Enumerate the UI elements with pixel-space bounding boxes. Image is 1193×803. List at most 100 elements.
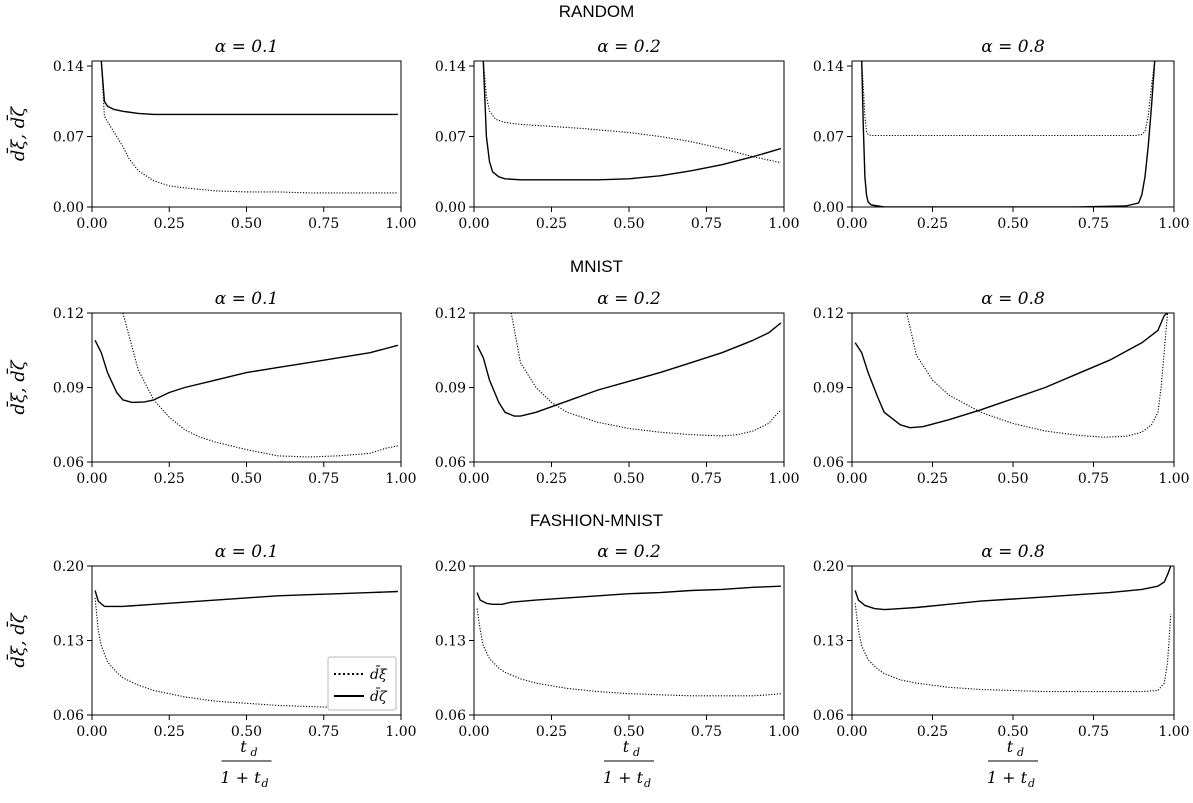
x-label-denominator-sub: d <box>262 777 269 790</box>
legend: d̄ξ d̄ζ <box>327 656 397 711</box>
series-d-xi-line <box>854 603 1172 693</box>
y-tick-label: 0.14 <box>53 59 84 75</box>
x-label-numerator: t <box>1007 737 1014 756</box>
x-tick-label: 0.00 <box>836 216 867 232</box>
y-tick-label: 0.13 <box>813 634 844 650</box>
x-label-numerator-sub: d <box>251 746 258 759</box>
y-axis-label: d̄ξ, d̄ζ <box>5 106 29 161</box>
y-tick-label: 0.12 <box>53 306 84 322</box>
x-tick-label: 0.00 <box>458 216 489 232</box>
x-tick-label: 0.75 <box>691 216 722 232</box>
y-tick-label: 0.06 <box>53 708 84 724</box>
series-d-xi-line <box>482 61 782 164</box>
subplot-title: α = 0.8 <box>981 289 1045 309</box>
x-tick-label: 0.75 <box>691 471 722 487</box>
x-tick-label: 0.50 <box>613 724 644 740</box>
y-tick-label: 0.06 <box>435 708 466 724</box>
subplot-3: α = 0.8 0.00 0.25 0.50 0.75 1.00 0.00 0.07 0.14 <box>813 37 1190 232</box>
x-label-denominator-sub: d <box>1028 777 1035 790</box>
x-tick-label: 0.50 <box>997 216 1028 232</box>
y-tick-label: 0.07 <box>813 130 844 146</box>
subplot-title: α = 0.2 <box>597 289 661 309</box>
series-d-xi-line <box>476 608 781 697</box>
axes-frame <box>851 60 1175 208</box>
x-tick-label: 0.75 <box>308 216 339 232</box>
y-tick-label: 0.12 <box>435 306 466 322</box>
x-tick-label: 1.00 <box>1158 471 1189 487</box>
subplot-title: α = 0.1 <box>215 289 279 309</box>
legend-label-d-xi: d̄ξ <box>370 665 388 683</box>
series-d-xi-line <box>510 313 782 437</box>
y-tick-label: 0.09 <box>435 381 466 397</box>
subplot-5: α = 0.2 0.00 0.25 0.50 0.75 1.00 0.06 0.09 0.12 <box>435 289 800 487</box>
x-tick-label: 0.75 <box>308 471 339 487</box>
x-tick-label: 0.25 <box>917 724 948 740</box>
x-tick-label: 0.25 <box>154 216 185 232</box>
subplot-8: α = 0.2 0.00 0.25 0.50 0.75 1.00 0.06 0.13 0.20 t… <box>435 542 800 790</box>
x-tick-label: 1.00 <box>768 724 799 740</box>
x-tick-label: 0.25 <box>917 216 948 232</box>
subplot-title: α = 0.2 <box>597 37 661 57</box>
series-d-zeta-line <box>854 313 1169 429</box>
x-tick-label: 0.75 <box>1078 724 1109 740</box>
y-tick-label: 0.00 <box>813 200 844 216</box>
x-tick-label: 0.00 <box>76 724 107 740</box>
subplot-9: α = 0.8 0.00 0.25 0.50 0.75 1.00 0.06 0.13 0.20 t… <box>813 542 1190 790</box>
x-tick-label: 1.00 <box>385 216 416 232</box>
subplot-6: α = 0.8 0.00 0.25 0.50 0.75 1.00 0.06 0.09 0.12 <box>813 289 1190 487</box>
axes-frame <box>91 312 402 463</box>
y-tick-label: 0.20 <box>435 559 466 575</box>
series-d-zeta-line <box>100 61 398 116</box>
x-tick-label: 0.25 <box>917 471 948 487</box>
subplot-title: α = 0.1 <box>215 542 279 562</box>
subplot-title: α = 0.8 <box>981 37 1045 57</box>
series-d-zeta-line <box>94 590 398 608</box>
y-axis-label: d̄ξ, d̄ζ <box>5 612 29 667</box>
x-tick-label: 0.00 <box>836 471 867 487</box>
y-tick-label: 0.13 <box>435 634 466 650</box>
y-tick-label: 0.06 <box>813 708 844 724</box>
subplot-1: α = 0.1 0.00 0.25 0.50 0.75 1.00 0.00 0.07 0.14 d… <box>5 37 416 232</box>
series-d-zeta-line <box>861 61 1156 207</box>
y-axis-label: d̄ξ, d̄ζ <box>5 359 29 414</box>
x-tick-label: 0.00 <box>76 471 107 487</box>
x-tick-label: 0.25 <box>154 724 185 740</box>
x-tick-label: 0.75 <box>691 724 722 740</box>
series-d-zeta-line <box>476 585 781 605</box>
y-tick-label: 0.14 <box>813 59 844 75</box>
x-tick-label: 0.75 <box>308 724 339 740</box>
x-tick-label: 0.00 <box>76 216 107 232</box>
x-tick-label: 0.50 <box>231 724 262 740</box>
x-tick-label: 0.00 <box>458 471 489 487</box>
x-label-numerator: t <box>623 737 630 756</box>
x-tick-label: 1.00 <box>768 471 799 487</box>
x-tick-label: 0.25 <box>536 471 567 487</box>
x-tick-label: 0.00 <box>836 724 867 740</box>
y-tick-label: 0.20 <box>53 559 84 575</box>
y-tick-label: 0.00 <box>53 200 84 216</box>
x-tick-label: 0.25 <box>536 724 567 740</box>
subplot-2: α = 0.2 0.00 0.25 0.50 0.75 1.00 0.00 0.07 0.14 <box>435 37 800 232</box>
x-tick-label: 0.50 <box>613 471 644 487</box>
x-label-numerator: t <box>240 737 247 756</box>
x-tick-label: 1.00 <box>385 471 416 487</box>
series-d-xi-line <box>861 61 1156 137</box>
x-tick-label: 0.00 <box>458 724 489 740</box>
axes-frame <box>473 60 785 208</box>
series-d-zeta-line <box>854 566 1172 611</box>
legend-label-d-zeta: d̄ζ <box>370 687 388 705</box>
y-tick-label: 0.13 <box>53 634 84 650</box>
row-title-mnist: MNIST <box>570 257 623 276</box>
y-tick-label: 0.09 <box>813 381 844 397</box>
x-tick-label: 0.50 <box>997 471 1028 487</box>
x-tick-label: 0.50 <box>231 471 262 487</box>
row-title-random: RANDOM <box>558 2 635 21</box>
y-tick-label: 0.14 <box>435 59 466 75</box>
x-tick-label: 0.25 <box>154 471 185 487</box>
x-label-numerator-sub: d <box>633 746 640 759</box>
y-tick-label: 0.09 <box>53 381 84 397</box>
x-tick-label: 1.00 <box>385 724 416 740</box>
